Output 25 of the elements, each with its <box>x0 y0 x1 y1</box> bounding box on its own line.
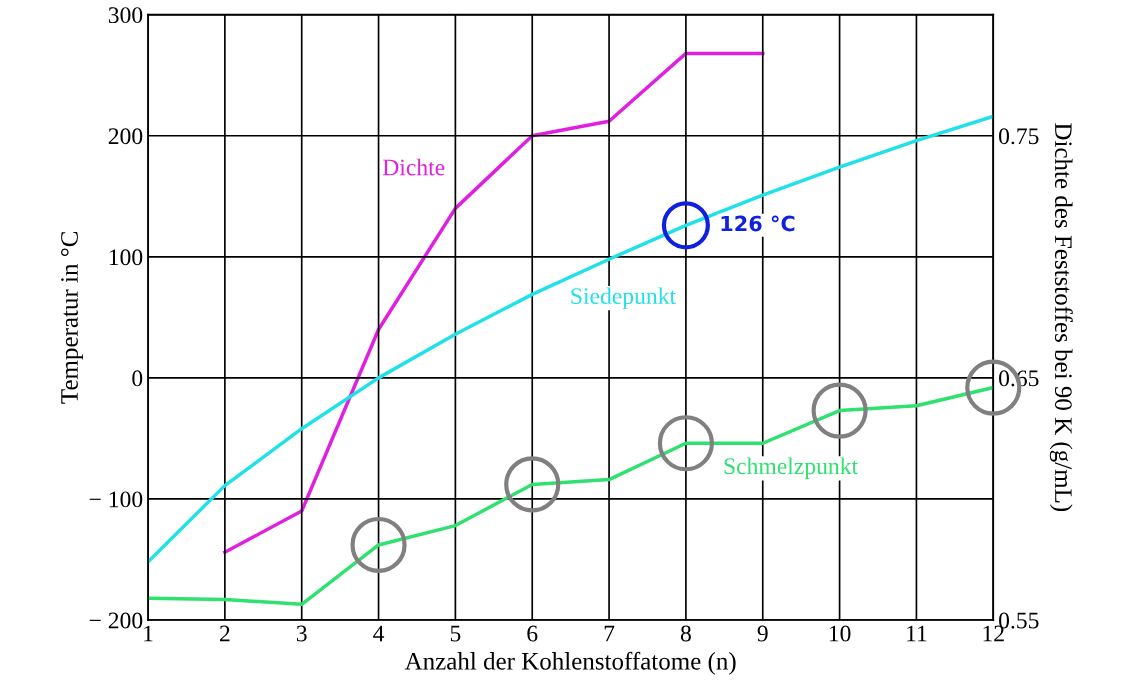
x-tick-label: 2 <box>220 625 230 642</box>
x-tick-label: 3 <box>296 625 307 642</box>
x-tick-label: 6 <box>527 625 538 642</box>
x-tick-label: 10 <box>829 625 851 642</box>
y-tick-label: 100 <box>109 249 143 266</box>
x-tick-label: 5 <box>450 625 461 642</box>
x-tick-label: 1 <box>144 625 153 642</box>
y-tick-label: − 200 <box>89 612 143 629</box>
y-tick-label: − 100 <box>89 491 143 508</box>
y-tick-label: 0 <box>132 370 143 387</box>
y-axis-title: Temperatur in °C <box>61 231 83 404</box>
series-label: Dichte <box>382 158 445 176</box>
y2-axis-title: Dichte des Feststoffes bei 90 K (g/mL) <box>1049 123 1073 512</box>
series-label: Siedepunkt <box>571 287 676 309</box>
y-tick-label: 200 <box>108 128 143 145</box>
x-tick-label: 4 <box>373 625 385 642</box>
y2-tick-label: 0.75 <box>999 128 1039 145</box>
series-label: Schmelzpunkt <box>724 457 858 479</box>
x-tick-label: 9 <box>757 625 768 642</box>
x-tick-label: 7 <box>604 625 615 642</box>
x-axis-title: Anzahl der Kohlenstoffatome (n) <box>404 651 736 675</box>
y-tick-label: 300 <box>108 7 143 24</box>
annotation: 126 °C <box>721 215 795 232</box>
x-tick-label: 11 <box>907 625 927 642</box>
x-tick-label: 8 <box>680 625 691 642</box>
